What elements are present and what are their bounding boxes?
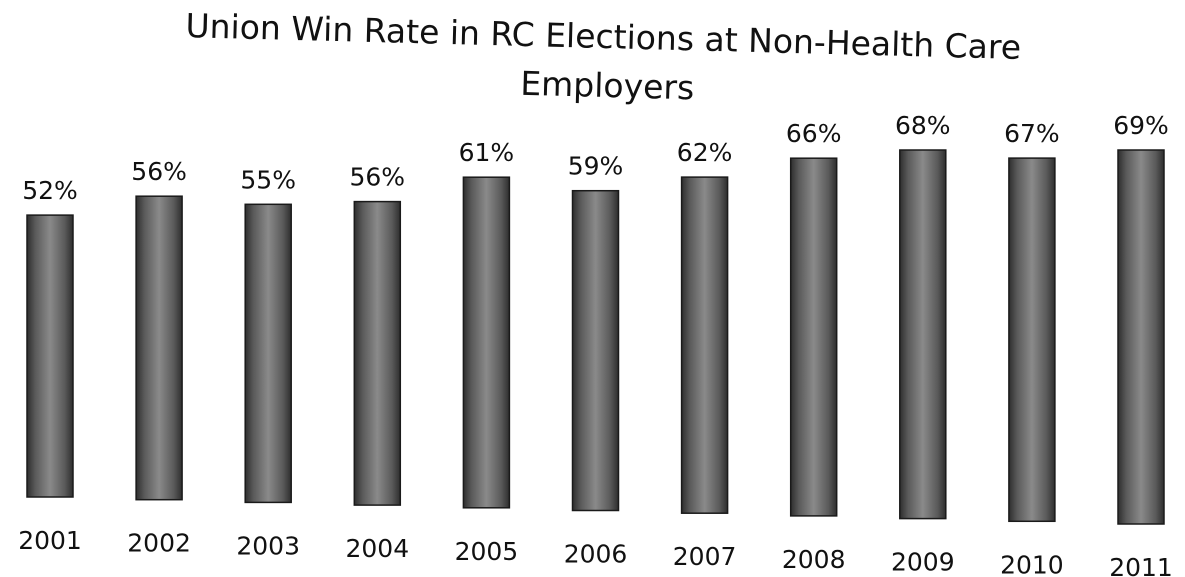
value-label-2005: 61% (459, 138, 515, 167)
category-label-2010: 2010 (1000, 550, 1064, 577)
bar-2005 (462, 176, 511, 509)
value-label-2002: 56% (131, 157, 187, 186)
bar-2006 (571, 189, 620, 512)
bar-2008 (789, 157, 838, 517)
value-label-2009: 68% (895, 111, 951, 140)
value-label-2004: 56% (350, 163, 406, 192)
category-label-2007: 2007 (673, 542, 737, 571)
value-label-2007: 62% (677, 138, 733, 167)
bar-2002 (135, 195, 183, 501)
category-label-2001: 2001 (18, 526, 82, 555)
category-label-2005: 2005 (455, 537, 519, 566)
chart-title-line-1: Union Win Rate in RC Elections at Non-He… (185, 6, 1022, 67)
category-label-2006: 2006 (564, 540, 628, 569)
plot-area: 52% 2001 56% 2002 55% 2003 56% 2004 61% 2005 59% 20… (18, 111, 1173, 577)
value-label-2001: 52% (22, 176, 78, 205)
value-label-2003: 55% (240, 165, 296, 194)
bar-2001 (26, 214, 74, 498)
category-label-2008: 2008 (782, 545, 846, 574)
value-label-2006: 59% (568, 152, 624, 181)
value-label-2010: 67% (1004, 119, 1060, 148)
value-label-2008: 66% (786, 119, 842, 148)
bar-2004 (353, 200, 402, 506)
bar-2003 (244, 203, 292, 504)
category-label-2002: 2002 (127, 529, 191, 558)
chart-title: Union Win Rate in RC Elections at Non-He… (185, 6, 1022, 107)
category-label-2009: 2009 (891, 548, 955, 577)
category-label-2003: 2003 (236, 531, 300, 560)
bar-2007 (680, 176, 729, 514)
chart-title-line-2: Employers (520, 64, 695, 108)
value-label-2011: 69% (1113, 111, 1169, 140)
category-label-2011: 2011 (1109, 553, 1173, 577)
bar-2010 (1008, 157, 1056, 523)
category-label-2004: 2004 (345, 534, 409, 563)
bar-2009 (899, 149, 947, 520)
bar-2011 (1117, 149, 1165, 525)
